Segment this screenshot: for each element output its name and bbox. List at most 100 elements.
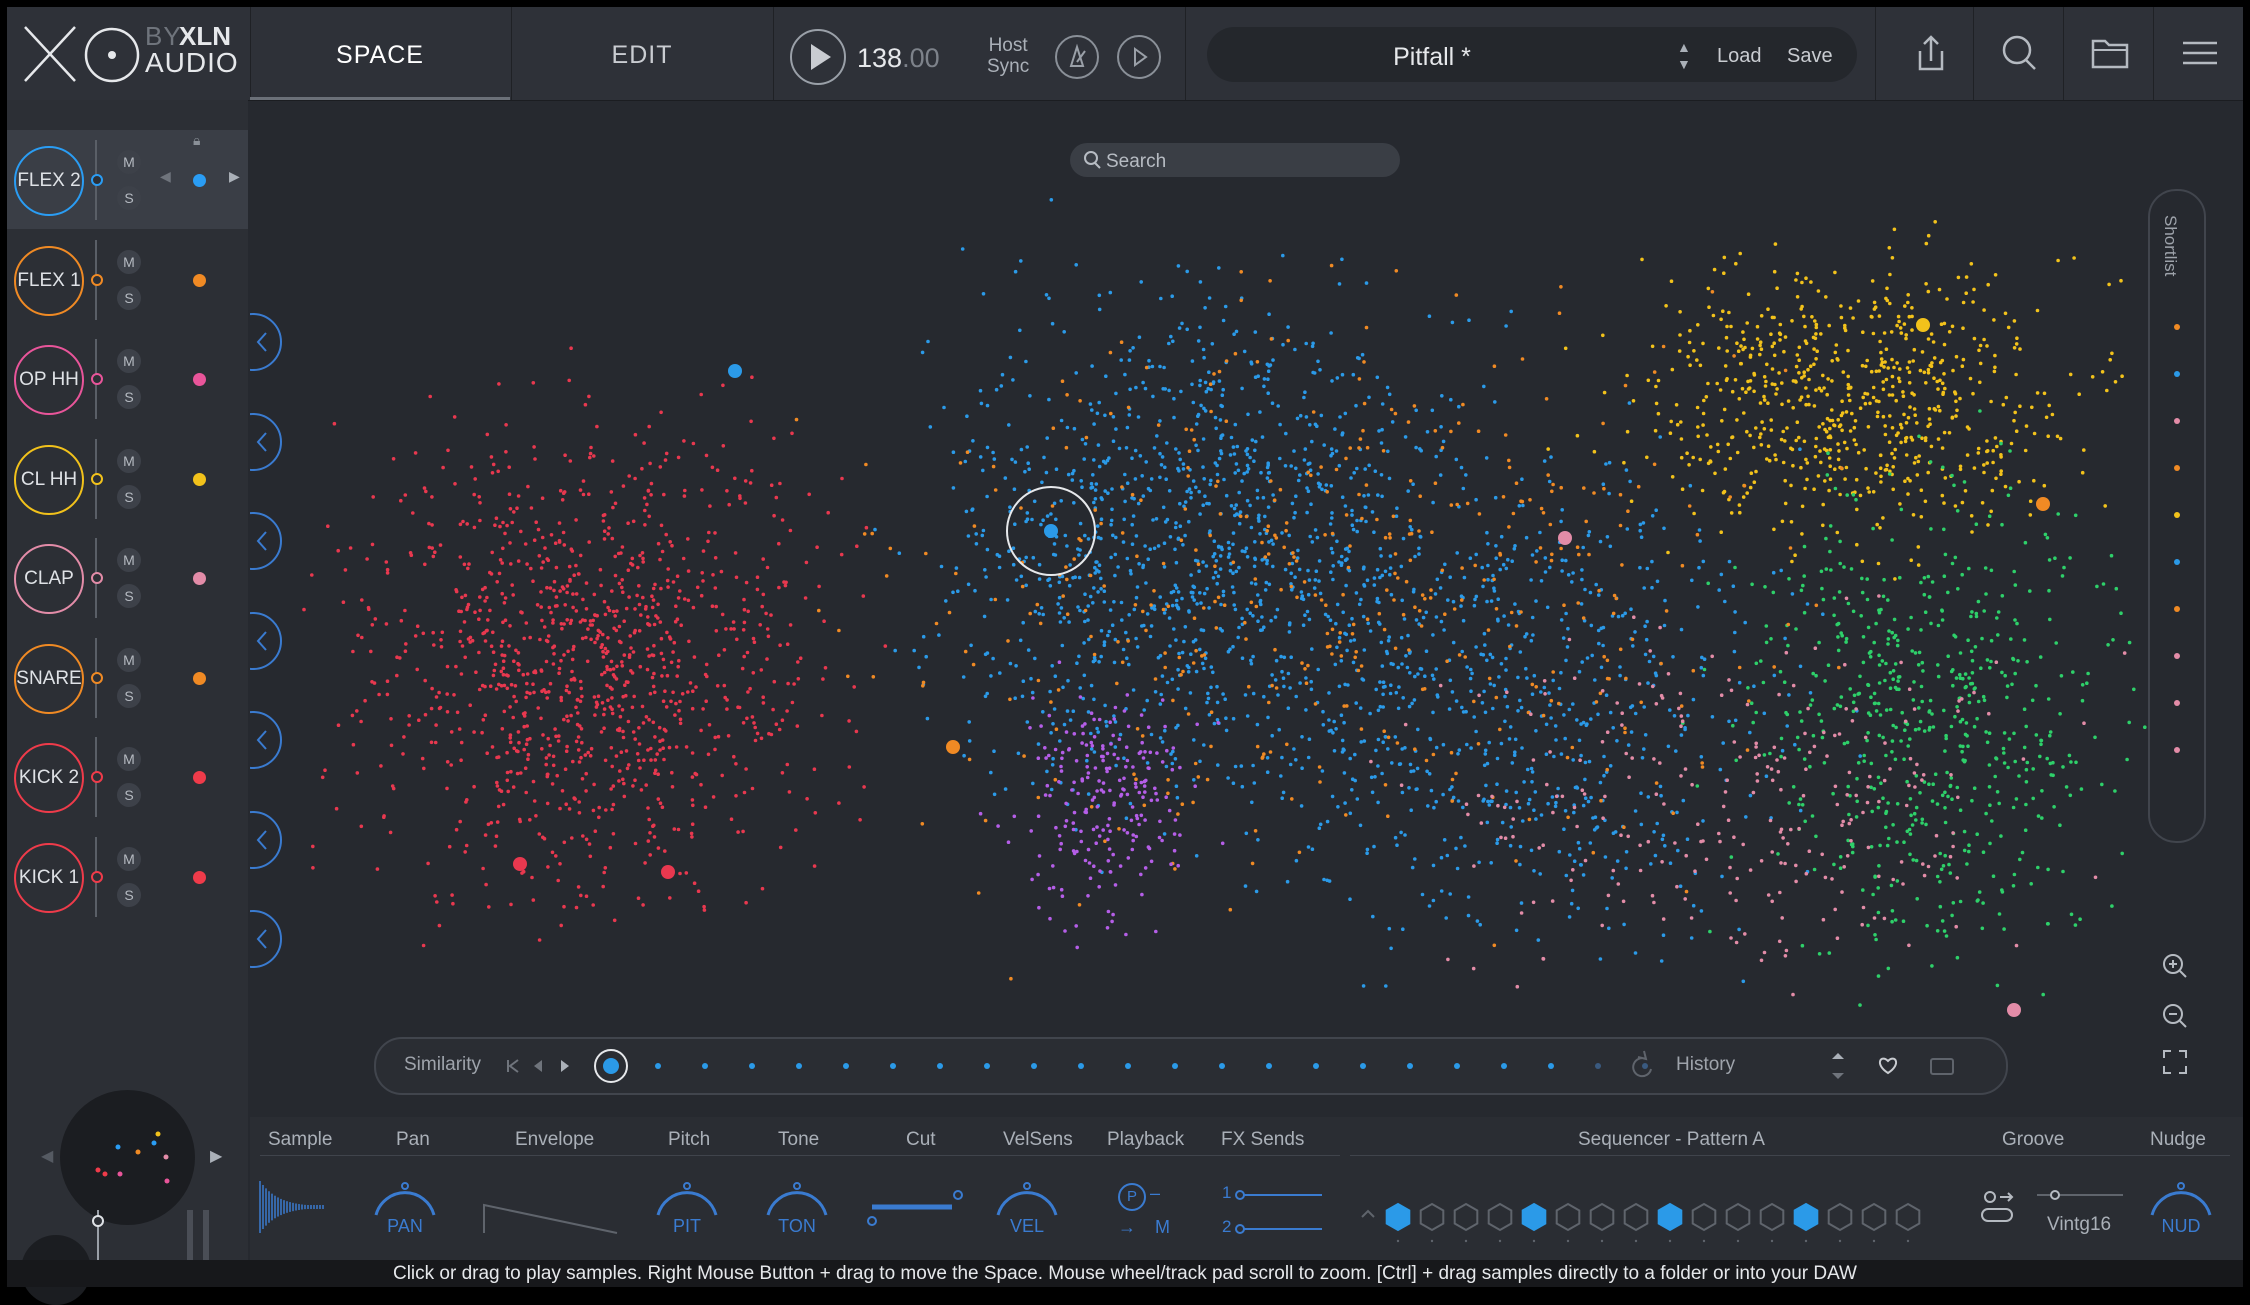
sample-dot[interactable] <box>1092 717 1096 722</box>
sample-dot[interactable] <box>1024 555 1028 560</box>
sample-dot[interactable] <box>375 867 380 871</box>
sample-dot[interactable] <box>1105 769 1109 774</box>
sample-dot[interactable] <box>584 837 589 842</box>
sample-dot[interactable] <box>1461 805 1465 810</box>
sample-dot[interactable] <box>1031 781 1035 786</box>
sample-dot[interactable] <box>457 727 462 731</box>
sample-dot[interactable] <box>1127 613 1131 617</box>
sample-dot[interactable] <box>481 631 485 636</box>
sample-dot[interactable] <box>1413 747 1417 751</box>
sample-dot[interactable] <box>1089 711 1094 715</box>
sample-dot[interactable] <box>1876 561 1881 566</box>
sample-dot[interactable] <box>1445 659 1449 663</box>
sample-dot[interactable] <box>1379 441 1384 445</box>
sample-dot[interactable] <box>472 730 476 734</box>
sample-dot[interactable] <box>1705 433 1709 437</box>
sample-dot[interactable] <box>1155 751 1159 755</box>
sample-dot[interactable] <box>1336 805 1340 809</box>
sample-dot[interactable] <box>1403 435 1408 439</box>
sample-dot[interactable] <box>1887 246 1892 250</box>
solo-button[interactable]: S <box>117 385 141 409</box>
sample-dot[interactable] <box>1050 664 1054 668</box>
sample-dot[interactable] <box>1043 793 1048 797</box>
sample-dot[interactable] <box>1292 449 1296 453</box>
sample-dot[interactable] <box>1826 451 1830 456</box>
sample-dot[interactable] <box>1434 745 1439 750</box>
sample-dot[interactable] <box>1745 321 1749 325</box>
sample-dot[interactable] <box>1620 613 1625 618</box>
sample-dot[interactable] <box>1892 635 1896 640</box>
sample-dot[interactable] <box>1817 640 1821 645</box>
sample-dot[interactable] <box>1417 552 1421 556</box>
sample-dot[interactable] <box>707 723 712 727</box>
sample-dot[interactable] <box>1814 436 1819 441</box>
sample-dot[interactable] <box>1135 816 1140 821</box>
sample-dot[interactable] <box>532 538 537 542</box>
sample-dot[interactable] <box>1207 296 1212 300</box>
sample-dot[interactable] <box>1866 425 1871 429</box>
sample-dot[interactable] <box>1239 270 1243 274</box>
sample-dot[interactable] <box>1092 795 1097 800</box>
sample-dot[interactable] <box>1161 561 1166 566</box>
sample-dot[interactable] <box>1078 695 1083 699</box>
sample-dot[interactable] <box>1780 381 1784 385</box>
sample-dot[interactable] <box>1373 469 1378 474</box>
sample-dot[interactable] <box>1877 399 1881 404</box>
sample-dot[interactable] <box>1521 503 1525 508</box>
sample-dot[interactable] <box>1170 294 1174 298</box>
sample-dot[interactable] <box>517 668 521 673</box>
sample-dot[interactable] <box>1848 398 1852 403</box>
sample-dot[interactable] <box>1284 528 1288 533</box>
sample-dot[interactable] <box>612 918 617 923</box>
sample-dot[interactable] <box>1213 599 1217 604</box>
sample-dot[interactable] <box>1152 446 1157 450</box>
sample-dot[interactable] <box>1062 722 1067 727</box>
sample-dot[interactable] <box>438 543 443 547</box>
sample-dot[interactable] <box>1125 425 1130 430</box>
sample-dot[interactable] <box>1995 983 2000 988</box>
sample-dot[interactable] <box>690 822 695 826</box>
sample-dot[interactable] <box>2047 558 2052 562</box>
sample-dot[interactable] <box>1289 655 1293 659</box>
sample-dot[interactable] <box>2016 659 2020 663</box>
sample-dot[interactable] <box>1987 514 1992 518</box>
sample-dot[interactable] <box>998 671 1002 675</box>
sample-dot[interactable] <box>622 794 627 799</box>
sample-dot[interactable] <box>1231 560 1236 565</box>
sample-dot[interactable] <box>510 520 514 525</box>
sample-dot[interactable] <box>584 581 589 585</box>
sample-dot[interactable] <box>1166 604 1171 609</box>
sample-dot[interactable] <box>1686 713 1690 718</box>
sample-dot[interactable] <box>579 727 584 731</box>
sample-dot[interactable] <box>1664 304 1668 308</box>
sample-dot[interactable] <box>1120 531 1125 535</box>
sample-dot[interactable] <box>1387 392 1392 397</box>
sample-dot[interactable] <box>1124 745 1129 749</box>
sample-dot[interactable] <box>1393 411 1398 416</box>
sample-dot[interactable] <box>1562 713 1566 717</box>
sample-dot[interactable] <box>1413 857 1417 861</box>
sample-dot[interactable] <box>817 608 821 613</box>
sample-dot[interactable] <box>622 653 627 657</box>
sample-dot[interactable] <box>1864 364 1868 369</box>
sample-dot[interactable] <box>1974 611 1979 616</box>
sample-dot[interactable] <box>1496 617 1500 622</box>
sample-dot[interactable] <box>1134 385 1138 390</box>
sample-dot[interactable] <box>1162 365 1166 370</box>
sample-dot[interactable] <box>1698 363 1703 368</box>
sample-dot[interactable] <box>652 622 657 627</box>
sample-dot[interactable] <box>656 602 660 607</box>
sample-dot[interactable] <box>610 696 614 700</box>
sample-dot[interactable] <box>749 419 753 424</box>
sample-dot[interactable] <box>807 492 811 497</box>
sample-dot[interactable] <box>1876 805 1881 810</box>
sample-dot[interactable] <box>1499 741 1504 746</box>
sample-dot[interactable] <box>600 672 604 677</box>
sample-dot[interactable] <box>1852 438 1857 442</box>
sample-dot[interactable] <box>592 782 596 787</box>
sample-dot[interactable] <box>1232 603 1236 607</box>
sample-dot[interactable] <box>508 733 513 737</box>
sample-dot[interactable] <box>1332 749 1337 753</box>
sample-dot[interactable] <box>427 521 431 526</box>
sample-dot[interactable] <box>1061 594 1065 598</box>
